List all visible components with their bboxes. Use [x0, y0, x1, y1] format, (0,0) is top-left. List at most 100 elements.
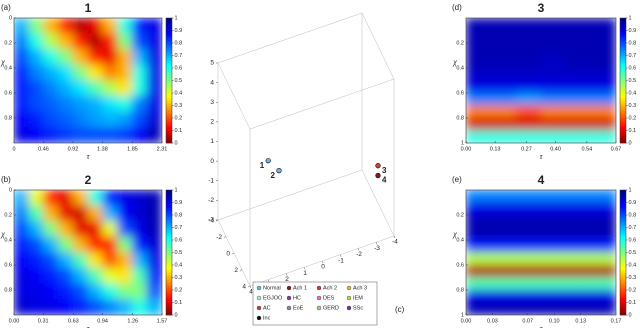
- colorbar-tick-label: 0.8: [175, 40, 183, 46]
- heatmap-cell: [58, 48, 74, 66]
- heatmap-cell: [14, 127, 30, 143]
- colorbar-tick-label: 0.1: [175, 128, 183, 134]
- heatmap-cell: [72, 220, 89, 238]
- colorbar-step: [166, 252, 172, 256]
- heatmap-cell: [58, 236, 74, 253]
- colorbar-tick-label: 0.1: [629, 128, 637, 134]
- colorbar-step: [166, 262, 172, 266]
- y-tick: [223, 236, 227, 238]
- colorbar-step: [166, 282, 172, 286]
- y-axis-label: χ: [452, 229, 457, 238]
- x-tick-label: 0.17: [611, 318, 622, 324]
- heatmap-cell: [132, 283, 148, 300]
- colorbar-step: [620, 75, 626, 79]
- legend-box: [252, 281, 378, 326]
- x-tick-label: 0.40: [550, 146, 561, 152]
- heatmap-cell: [146, 190, 162, 206]
- colorbar-step: [166, 232, 172, 236]
- y-tick-label: 4: [242, 284, 246, 291]
- heatmap-cell: [28, 299, 44, 315]
- heatmap-cell: [540, 55, 567, 69]
- heatmap-cell: [87, 190, 104, 206]
- heatmap-cell: [43, 205, 59, 222]
- y-tick-label: 1: [461, 140, 464, 146]
- panel-label: (c): [395, 305, 405, 314]
- heatmap-cell: [540, 18, 567, 31]
- x-tick-label: 0.94: [97, 318, 108, 324]
- heatmap-cell: [58, 64, 74, 81]
- point-label: 3: [382, 166, 387, 175]
- colorbar-step: [166, 133, 172, 136]
- heatmap-cell: [72, 299, 89, 315]
- heatmap-cell: [466, 289, 492, 303]
- heatmap-cell: [117, 95, 133, 113]
- x-axis-label: τ: [540, 324, 544, 328]
- heatmap-cell: [87, 299, 104, 315]
- box-edge: [249, 78, 395, 130]
- colorbar-step: [166, 30, 172, 34]
- heatmap-cell: [43, 64, 59, 81]
- colorbar-step: [620, 110, 626, 114]
- x-tick-label: 4: [249, 289, 253, 296]
- heatmap-cell: [590, 105, 616, 119]
- colorbar-step: [620, 290, 626, 293]
- colorbar-step: [620, 262, 626, 266]
- heatmap-cell: [72, 33, 89, 50]
- y-tick-label: 0.6: [4, 262, 12, 268]
- heatmap-cell: [490, 55, 517, 69]
- heatmap-cell: [72, 80, 89, 97]
- colorbar-tick-label: 0.3: [175, 103, 183, 109]
- legend-marker: [286, 305, 292, 311]
- colorbar-step: [166, 128, 172, 131]
- heatmap-cell: [466, 130, 492, 143]
- z-tick-label: -3: [208, 217, 214, 224]
- box-edge: [361, 12, 395, 80]
- heatmap: [466, 190, 616, 315]
- colorbar-step: [620, 195, 626, 198]
- heatmap-cell: [102, 111, 118, 128]
- colorbar-step: [620, 292, 626, 296]
- colorbar-tick-label: 0.3: [629, 103, 637, 109]
- colorbar-step: [166, 35, 172, 39]
- colorbar-step: [620, 23, 626, 26]
- colorbar-step: [166, 28, 172, 31]
- heatmap-cell: [515, 92, 542, 106]
- legend-marker: [316, 285, 322, 291]
- colorbar-step: [620, 312, 626, 316]
- colorbar-step: [166, 310, 172, 313]
- colorbar-step: [620, 300, 626, 303]
- heatmap: [14, 190, 162, 315]
- colorbar-tick-label: 0: [175, 140, 178, 146]
- colorbar-step: [620, 280, 626, 283]
- heatmap-cell: [28, 18, 44, 34]
- y-tick-label: 0.4: [4, 237, 12, 243]
- colorbar-tick-label: 0: [175, 312, 178, 318]
- colorbar-step: [620, 120, 626, 124]
- colorbar-step: [166, 135, 172, 139]
- y-tick-label: 1: [461, 312, 464, 318]
- heatmap-cell: [72, 111, 89, 128]
- colorbar-step: [166, 255, 172, 258]
- z-tick-label: 5: [210, 60, 214, 67]
- heatmap-cell: [132, 111, 148, 128]
- x-tick: [249, 285, 252, 289]
- colorbar-step: [166, 200, 172, 203]
- colorbar-step: [166, 275, 172, 278]
- heatmap-cell: [490, 277, 517, 291]
- panel-label: (d): [452, 3, 462, 12]
- colorbar-step: [166, 272, 172, 276]
- heatmap-cell: [146, 95, 162, 113]
- chart-title: 4: [538, 173, 545, 187]
- heatmap-cell: [28, 220, 44, 238]
- heatmap-cell: [466, 252, 492, 266]
- x-axis-label: τ: [87, 324, 91, 328]
- heatmap-cell: [87, 252, 104, 269]
- heatmap-cell: [72, 236, 89, 253]
- heatmap-cell: [590, 18, 616, 31]
- colorbar-tick-label: 0.9: [629, 200, 637, 206]
- heatmap-cell: [72, 18, 89, 34]
- heatmap-cell: [146, 127, 162, 143]
- colorbar-tick-label: 0.2: [629, 287, 637, 293]
- colorbar-step: [620, 310, 626, 313]
- colorbar-step: [166, 60, 172, 64]
